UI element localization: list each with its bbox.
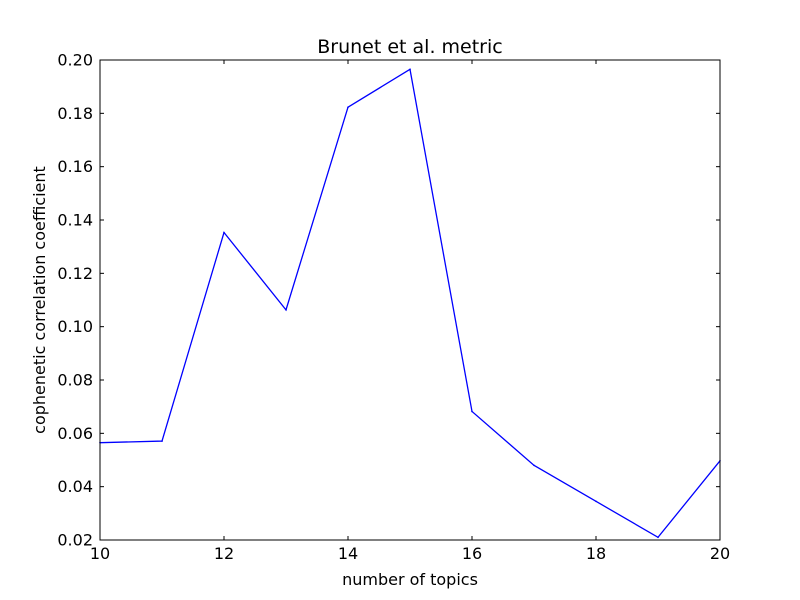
x-tick-label: 20 (710, 544, 730, 563)
y-tick-label: 0.10 (57, 317, 93, 336)
data-point (471, 410, 473, 413)
y-tick-label: 0.14 (57, 211, 93, 230)
y-tick-label: 0.12 (57, 264, 93, 283)
y-tick-label: 0.18 (57, 104, 93, 123)
data-point (285, 309, 287, 311)
y-tick-label: 0.06 (57, 424, 93, 443)
data-point (223, 231, 225, 234)
data-point (533, 464, 535, 467)
y-tick-label: 0.16 (57, 157, 93, 176)
data-point (161, 440, 163, 442)
axes-frame (99, 59, 721, 541)
y-axis: 0.02 0.04 0.06 0.08 0.10 0.12 0.14 0.16 0.18 0.20 (57, 51, 720, 550)
x-tick-label: 12 (214, 544, 234, 563)
x-axis-label: number of topics (342, 570, 478, 589)
x-tick-label: 14 (338, 544, 358, 563)
y-axis-label: cophenetic correlation coefficient (30, 166, 49, 434)
y-tick-label: 0.02 (57, 531, 93, 550)
chart-title: Brunet et al. metric (317, 36, 502, 58)
x-tick-label: 16 (462, 544, 482, 563)
y-tick-label: 0.04 (57, 477, 93, 496)
data-point (409, 68, 411, 71)
y-tick-label: 0.20 (57, 51, 93, 70)
x-tick-label: 10 (90, 544, 110, 563)
x-axis: 10 12 14 16 18 20 (90, 60, 730, 563)
y-tick-label: 0.08 (57, 371, 93, 390)
data-point (657, 536, 659, 539)
data-point (595, 500, 597, 503)
data-point (347, 106, 349, 108)
x-tick-label: 18 (586, 544, 606, 563)
